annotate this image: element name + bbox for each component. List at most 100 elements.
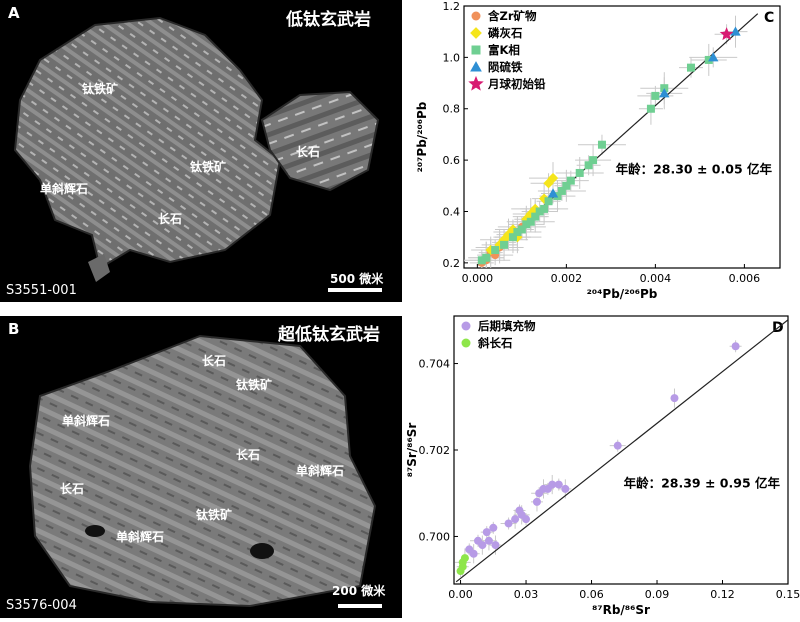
- x-tick-label: 0.12: [710, 588, 735, 601]
- x-tick-label: 0.004: [640, 272, 672, 285]
- x-tick-label: 0.000: [462, 272, 494, 285]
- legend-marker: [461, 321, 471, 331]
- x-tick-label: 0.00: [448, 588, 473, 601]
- series-points-3: [547, 26, 741, 198]
- pb-pb-isochron-chart: C 0.000 0.002 0.004 0.006 0.2 0.4 0.6 0.8 1.0 1.2 ²…: [402, 0, 800, 310]
- panel-b-label-clinopyroxene-3: 单斜辉石: [116, 530, 165, 544]
- x-axis-label: ²⁰⁴Pb/²⁰⁶Pb: [587, 287, 658, 301]
- legend-marker: [470, 61, 482, 72]
- legend-marker: [461, 338, 471, 348]
- x-tick-label: 0.006: [729, 272, 761, 285]
- y-tick-label: 1.2: [443, 0, 461, 13]
- y-tick-label: 1.0: [443, 51, 461, 64]
- panel-a-label-ilmenite-1: 钛铁矿: [82, 82, 119, 96]
- data-point: [589, 156, 598, 165]
- data-point: [491, 541, 500, 550]
- panel-a-sample-id: S3551-001: [6, 283, 77, 298]
- panel-a-label-clinopyroxene: 单斜辉石: [40, 182, 89, 196]
- data-point: [513, 228, 522, 237]
- data-point: [482, 528, 491, 537]
- data-point: [557, 186, 566, 195]
- void-1: [250, 543, 274, 559]
- data-point: [548, 480, 557, 489]
- data-point: [646, 104, 655, 113]
- data-point: [469, 549, 478, 558]
- bse-image-a-canvas: [13, 16, 382, 292]
- data-point: [613, 441, 622, 450]
- data-point: [730, 26, 741, 36]
- panel-b-label-clinopyroxene-1: 单斜辉石: [62, 414, 111, 428]
- data-point: [522, 515, 531, 524]
- data-point: [584, 161, 593, 170]
- x-tick-label: 0.15: [776, 588, 800, 601]
- bse-image-very-low-ti-basalt: [0, 316, 402, 618]
- rb-sr-isochron-chart: D0.000.030.060.090.120.150.7000.7020.704…: [402, 310, 800, 618]
- rock-fragment-main: [13, 16, 282, 270]
- data-point: [597, 140, 606, 149]
- data-point: [731, 342, 740, 351]
- rock-fragment-bottom: [88, 254, 110, 282]
- plot-frame: [463, 5, 781, 269]
- panel-b-letter: B: [8, 320, 20, 338]
- x-axis-label: ⁸⁷Rb/⁸⁶Sr: [592, 603, 650, 617]
- panel-a-letter: A: [8, 4, 20, 22]
- panel-b-label-feldspar-1: 长石: [202, 354, 227, 368]
- data-point: [708, 52, 719, 62]
- panel-a-scale-label: 500 微米: [330, 272, 384, 286]
- data-point: [686, 63, 695, 72]
- rock-fragment-side: [260, 90, 380, 192]
- panel-b-scale-label: 200 微米: [332, 584, 386, 598]
- bse-image-low-ti-basalt: [0, 0, 402, 302]
- legend-marker: [471, 11, 481, 21]
- series-points-1: [456, 554, 469, 576]
- plot-area: [454, 319, 788, 583]
- panel-letter: C: [764, 10, 774, 26]
- data-point: [494, 239, 505, 251]
- data-point: [554, 480, 563, 489]
- data-point: [508, 233, 517, 242]
- y-axis-label: ⁸⁷Sr/⁸⁶Sr: [405, 423, 419, 478]
- legend-label: 磷灰石: [488, 26, 523, 40]
- data-point: [526, 217, 535, 226]
- legend-label: 斜长石: [477, 336, 513, 350]
- data-point: [460, 554, 469, 563]
- scale-bar-b: [338, 604, 382, 608]
- legend-label: 富K相: [488, 43, 520, 57]
- panel-a-label-feldspar-1: 长石: [296, 145, 321, 159]
- y-tick-label: 0.6: [443, 154, 461, 167]
- data-point: [651, 91, 660, 100]
- data-point: [517, 225, 526, 234]
- panel-a-label-feldspar-2: 长石: [158, 212, 183, 226]
- legend-marker: [470, 27, 482, 39]
- legend-label: 陨硫铁: [488, 60, 523, 74]
- bse-image-b-canvas: [28, 334, 382, 608]
- age-annotation: 年龄：28.39 ± 0.95 亿年: [624, 476, 781, 491]
- y-tick-label: 0.702: [419, 444, 451, 457]
- y-tick-label: 0.8: [443, 103, 461, 116]
- data-point: [478, 541, 487, 550]
- data-point: [511, 515, 520, 524]
- y-tick-label: 0.704: [419, 358, 451, 371]
- data-point: [535, 207, 544, 216]
- legend-label: 月球初始铅: [487, 77, 546, 91]
- data-point: [532, 497, 541, 506]
- panel-b-label-feldspar-3: 长石: [60, 482, 85, 496]
- panel-b-sample-id: S3576-004: [6, 598, 77, 613]
- panel-b-title: 超低钛玄武岩: [278, 325, 380, 345]
- rb-sr-isochron-svg: D0.000.030.060.090.120.150.7000.7020.704…: [405, 315, 800, 617]
- legend-marker: [468, 75, 484, 91]
- y-tick-label: 0.4: [443, 205, 461, 218]
- legend-marker: [471, 45, 481, 55]
- panel-b-label-clinopyroxene-2: 单斜辉石: [296, 464, 345, 478]
- panel-b-label-ilmenite-1: 钛铁矿: [236, 378, 273, 392]
- data-point: [531, 212, 540, 221]
- y-tick-label: 0.2: [443, 257, 461, 270]
- panel-b-label-feldspar-2: 长石: [236, 448, 261, 462]
- panel-a-title: 低钛玄武岩: [286, 10, 371, 30]
- series-0: [465, 340, 742, 564]
- data-point: [522, 220, 531, 229]
- isochron-fit-line: [455, 319, 788, 583]
- y-tick-label: 0.700: [419, 530, 451, 543]
